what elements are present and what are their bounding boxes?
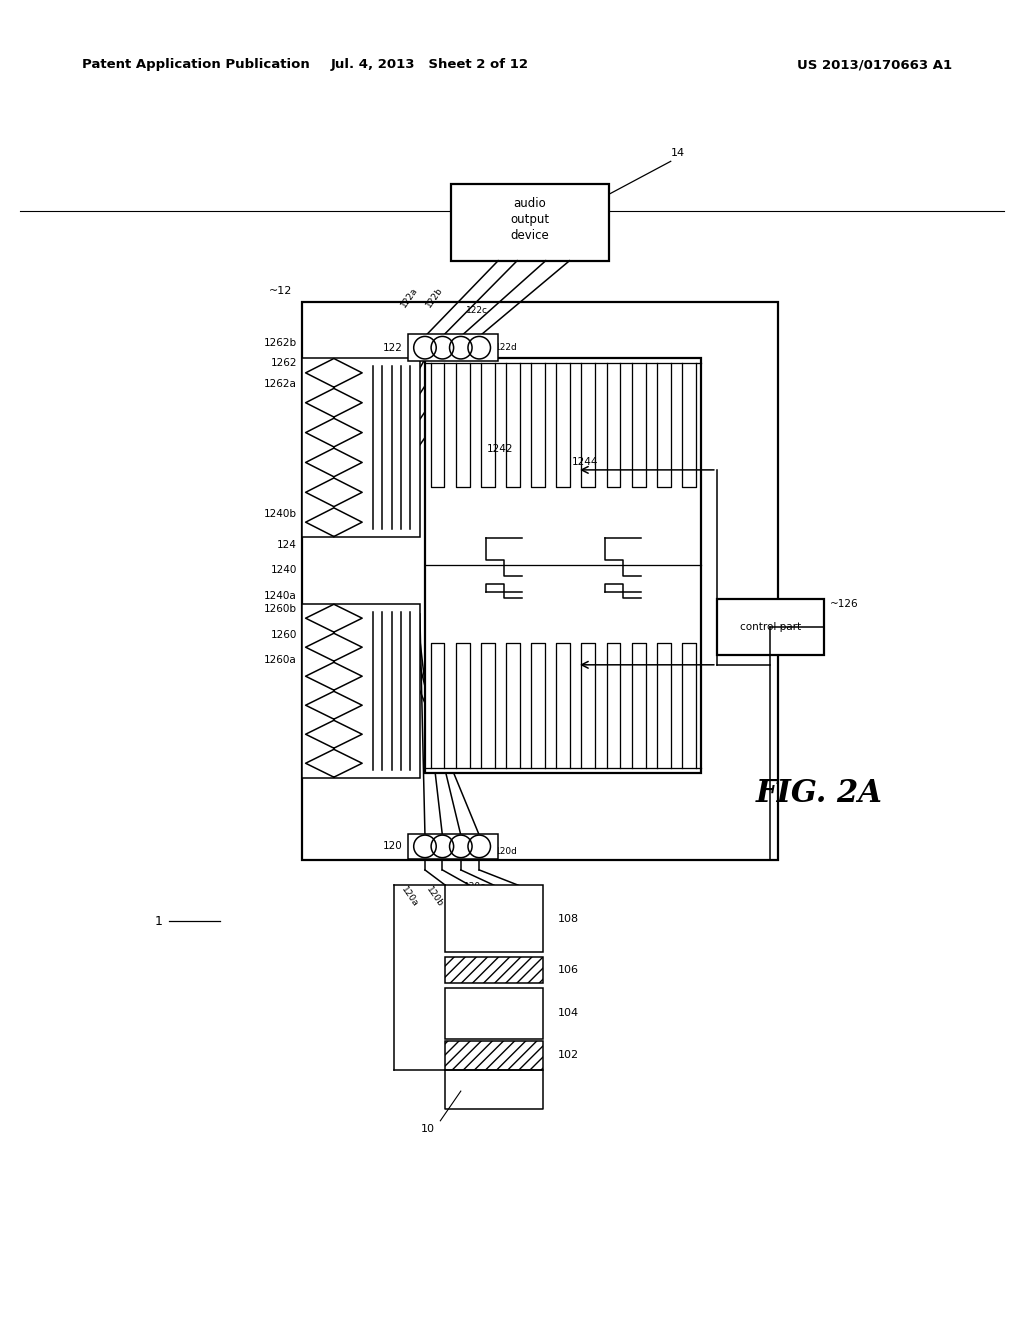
Text: 120: 120	[383, 841, 402, 851]
Text: 122: 122	[383, 343, 402, 352]
Bar	[408, 834, 498, 858]
Bar	[302, 603, 420, 777]
Text: 122b: 122b	[424, 285, 444, 309]
Text: ~126: ~126	[829, 598, 858, 609]
Text: 1240a: 1240a	[264, 591, 297, 601]
Text: device: device	[511, 230, 549, 242]
Text: 10: 10	[421, 1123, 435, 1134]
Text: control part: control part	[740, 622, 801, 632]
Text: 1242: 1242	[486, 444, 513, 454]
Text: 104: 104	[558, 1008, 580, 1018]
Bar	[445, 957, 543, 982]
Text: Jul. 4, 2013   Sheet 2 of 12: Jul. 4, 2013 Sheet 2 of 12	[331, 58, 529, 71]
Text: Patent Application Publication: Patent Application Publication	[82, 58, 309, 71]
Text: 120a: 120a	[399, 886, 420, 909]
Bar	[302, 358, 420, 537]
Text: 1260a: 1260a	[264, 655, 297, 665]
Text: ~12: ~12	[268, 286, 292, 297]
Text: 122c: 122c	[466, 306, 487, 315]
Bar	[408, 334, 498, 360]
Text: 1: 1	[155, 915, 163, 928]
Text: 14: 14	[671, 148, 685, 158]
Text: 122d: 122d	[495, 343, 517, 352]
Text: 1240b: 1240b	[264, 510, 297, 519]
Text: 1260b: 1260b	[264, 605, 297, 614]
Text: FIG. 2A: FIG. 2A	[756, 777, 883, 809]
Bar	[445, 987, 543, 1039]
Text: 124: 124	[278, 540, 297, 550]
Bar	[445, 886, 543, 952]
Text: 1260: 1260	[270, 630, 297, 639]
Text: 1240: 1240	[270, 565, 297, 576]
Bar	[445, 1041, 543, 1069]
Bar	[451, 183, 609, 260]
Text: 1262a: 1262a	[264, 379, 297, 388]
Text: 1244: 1244	[572, 457, 599, 466]
Bar	[717, 598, 824, 655]
Text: 102: 102	[558, 1051, 580, 1060]
Text: US 2013/0170663 A1: US 2013/0170663 A1	[798, 58, 952, 71]
Text: 1262b: 1262b	[264, 338, 297, 347]
Text: 120d: 120d	[495, 847, 517, 855]
Text: 122a: 122a	[399, 285, 420, 309]
Text: 108: 108	[558, 913, 580, 924]
Text: output: output	[510, 213, 550, 226]
Text: audio: audio	[514, 197, 546, 210]
Bar	[425, 358, 701, 772]
Bar	[302, 301, 778, 859]
Text: 106: 106	[558, 965, 580, 974]
Text: 120b: 120b	[424, 886, 444, 909]
Text: 120c: 120c	[464, 882, 486, 891]
Text: 1262: 1262	[270, 358, 297, 368]
